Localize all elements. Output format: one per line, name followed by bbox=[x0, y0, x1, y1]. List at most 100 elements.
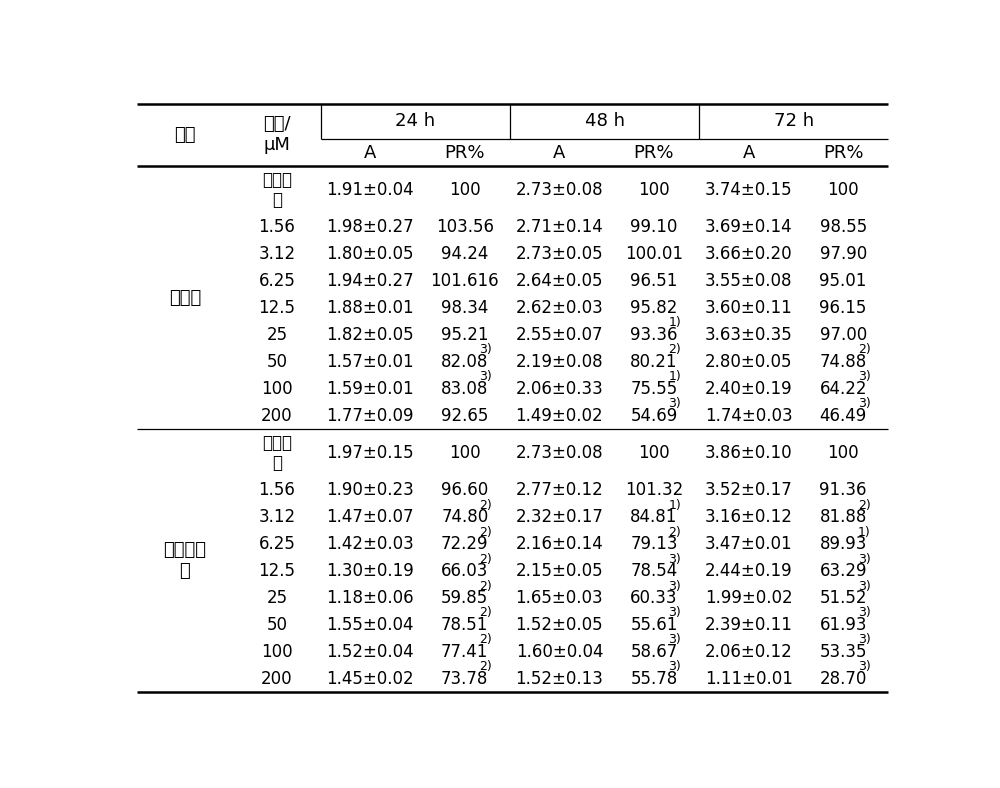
Text: 2.80±0.05: 2.80±0.05 bbox=[705, 353, 792, 371]
Text: 2.32±0.17: 2.32±0.17 bbox=[515, 508, 603, 526]
Text: 2.73±0.08: 2.73±0.08 bbox=[516, 181, 603, 199]
Text: 95.01: 95.01 bbox=[819, 272, 867, 290]
Text: 100: 100 bbox=[827, 181, 859, 199]
Text: 200: 200 bbox=[261, 407, 293, 425]
Text: 1.98±0.27: 1.98±0.27 bbox=[326, 218, 414, 236]
Text: 2.55±0.07: 2.55±0.07 bbox=[516, 326, 603, 344]
Text: 78.54: 78.54 bbox=[630, 562, 678, 580]
Text: 2.62±0.03: 2.62±0.03 bbox=[516, 299, 603, 317]
Text: 1.52±0.05: 1.52±0.05 bbox=[516, 616, 603, 634]
Text: 浓度/
μM: 浓度/ μM bbox=[263, 116, 291, 154]
Text: 61.93: 61.93 bbox=[819, 616, 867, 634]
Text: 80.21: 80.21 bbox=[630, 353, 678, 371]
Text: 59.85: 59.85 bbox=[441, 589, 488, 607]
Text: 6.25: 6.25 bbox=[258, 535, 295, 553]
Text: 2.16±0.14: 2.16±0.14 bbox=[516, 535, 603, 553]
Text: 28.70: 28.70 bbox=[819, 670, 867, 688]
Text: 雌二醇: 雌二醇 bbox=[169, 288, 201, 307]
Text: 2.64±0.05: 2.64±0.05 bbox=[516, 272, 603, 290]
Text: 96.60: 96.60 bbox=[441, 481, 488, 500]
Text: 93.36: 93.36 bbox=[630, 326, 678, 344]
Text: 82.08: 82.08 bbox=[441, 353, 488, 371]
Text: 64.22: 64.22 bbox=[819, 380, 867, 398]
Text: 1): 1) bbox=[858, 526, 870, 539]
Text: 101.32: 101.32 bbox=[625, 481, 683, 500]
Text: 2.06±0.12: 2.06±0.12 bbox=[705, 643, 792, 661]
Text: 1.56: 1.56 bbox=[258, 481, 295, 500]
Text: 2): 2) bbox=[479, 634, 492, 646]
Text: 2.77±0.12: 2.77±0.12 bbox=[516, 481, 603, 500]
Text: 1.97±0.15: 1.97±0.15 bbox=[326, 444, 414, 462]
Text: 103.56: 103.56 bbox=[436, 218, 494, 236]
Text: 3.12: 3.12 bbox=[258, 245, 295, 263]
Text: 3.47±0.01: 3.47±0.01 bbox=[705, 535, 792, 553]
Text: 78.51: 78.51 bbox=[441, 616, 488, 634]
Text: 1.94±0.27: 1.94±0.27 bbox=[326, 272, 414, 290]
Text: 2): 2) bbox=[479, 526, 492, 539]
Text: 3): 3) bbox=[668, 634, 681, 646]
Text: 3): 3) bbox=[668, 607, 681, 619]
Text: 1.74±0.03: 1.74±0.03 bbox=[705, 407, 792, 425]
Text: 91.36: 91.36 bbox=[819, 481, 867, 500]
Text: 3): 3) bbox=[858, 634, 870, 646]
Text: 3.52±0.17: 3.52±0.17 bbox=[705, 481, 792, 500]
Text: 100: 100 bbox=[449, 444, 481, 462]
Text: 1.56: 1.56 bbox=[258, 218, 295, 236]
Text: A: A bbox=[364, 143, 376, 162]
Text: 2.19±0.08: 2.19±0.08 bbox=[516, 353, 603, 371]
Text: 75.55: 75.55 bbox=[630, 380, 678, 398]
Text: 2): 2) bbox=[858, 499, 870, 511]
Text: 96.15: 96.15 bbox=[819, 299, 867, 317]
Text: 组别: 组别 bbox=[174, 126, 196, 144]
Text: 3): 3) bbox=[668, 397, 681, 411]
Text: 100.01: 100.01 bbox=[625, 245, 683, 263]
Text: 1): 1) bbox=[668, 499, 681, 511]
Text: PR%: PR% bbox=[823, 143, 863, 162]
Text: 96.51: 96.51 bbox=[630, 272, 678, 290]
Text: 2.39±0.11: 2.39±0.11 bbox=[705, 616, 793, 634]
Text: 51.52: 51.52 bbox=[819, 589, 867, 607]
Text: 73.78: 73.78 bbox=[441, 670, 488, 688]
Text: 97.90: 97.90 bbox=[820, 245, 867, 263]
Text: 1.42±0.03: 1.42±0.03 bbox=[326, 535, 414, 553]
Text: 98.55: 98.55 bbox=[820, 218, 867, 236]
Text: 1.65±0.03: 1.65±0.03 bbox=[516, 589, 603, 607]
Text: 1.18±0.06: 1.18±0.06 bbox=[326, 589, 414, 607]
Text: 1.47±0.07: 1.47±0.07 bbox=[326, 508, 414, 526]
Text: 3.16±0.12: 3.16±0.12 bbox=[705, 508, 793, 526]
Text: 3.12: 3.12 bbox=[258, 508, 295, 526]
Text: 2): 2) bbox=[479, 579, 492, 593]
Text: 2): 2) bbox=[479, 660, 492, 673]
Text: 12.5: 12.5 bbox=[258, 299, 295, 317]
Text: 2.71±0.14: 2.71±0.14 bbox=[516, 218, 603, 236]
Text: 92.65: 92.65 bbox=[441, 407, 488, 425]
Text: PR%: PR% bbox=[445, 143, 485, 162]
Text: 97.00: 97.00 bbox=[820, 326, 867, 344]
Text: 46.49: 46.49 bbox=[820, 407, 867, 425]
Text: 95.82: 95.82 bbox=[630, 299, 678, 317]
Text: 2.73±0.05: 2.73±0.05 bbox=[516, 245, 603, 263]
Text: 3.86±0.10: 3.86±0.10 bbox=[705, 444, 792, 462]
Text: 3): 3) bbox=[858, 607, 870, 619]
Text: 3): 3) bbox=[858, 552, 870, 566]
Text: 6.25: 6.25 bbox=[258, 272, 295, 290]
Text: 1.82±0.05: 1.82±0.05 bbox=[326, 326, 414, 344]
Text: 1.55±0.04: 1.55±0.04 bbox=[326, 616, 414, 634]
Text: 48 h: 48 h bbox=[585, 113, 625, 130]
Text: 蟛蜞菊内
酯: 蟛蜞菊内 酯 bbox=[163, 541, 206, 580]
Text: 1.77±0.09: 1.77±0.09 bbox=[326, 407, 414, 425]
Text: 3.63±0.35: 3.63±0.35 bbox=[705, 326, 792, 344]
Text: 3.60±0.11: 3.60±0.11 bbox=[705, 299, 792, 317]
Text: 2): 2) bbox=[668, 526, 681, 539]
Text: 2.44±0.19: 2.44±0.19 bbox=[705, 562, 792, 580]
Text: 3): 3) bbox=[479, 370, 492, 383]
Text: 2): 2) bbox=[479, 607, 492, 619]
Text: 3): 3) bbox=[858, 660, 870, 673]
Text: 1.60±0.04: 1.60±0.04 bbox=[516, 643, 603, 661]
Text: 60.33: 60.33 bbox=[630, 589, 678, 607]
Text: 3.74±0.15: 3.74±0.15 bbox=[705, 181, 792, 199]
Text: 54.69: 54.69 bbox=[630, 407, 678, 425]
Text: 100: 100 bbox=[449, 181, 481, 199]
Text: 1): 1) bbox=[668, 317, 681, 329]
Text: 95.21: 95.21 bbox=[441, 326, 489, 344]
